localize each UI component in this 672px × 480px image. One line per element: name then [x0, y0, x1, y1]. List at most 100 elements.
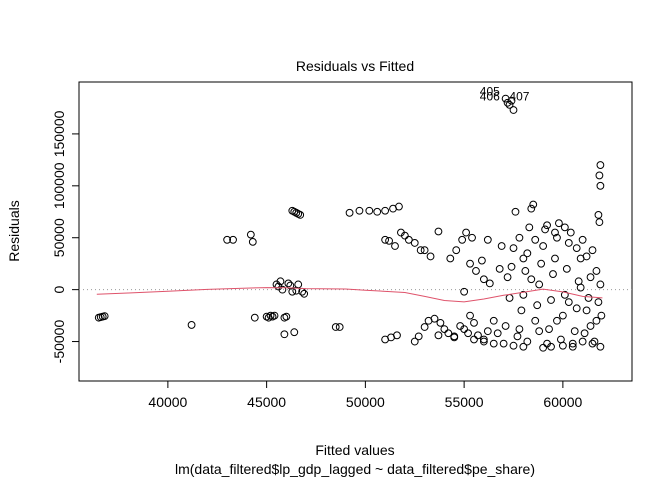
data-point [223, 235, 232, 244]
data-point [535, 327, 544, 336]
data-point [596, 181, 605, 190]
data-point [562, 264, 571, 273]
data-point [503, 273, 512, 282]
data-point [472, 267, 480, 275]
data-point [568, 339, 577, 348]
data-point [505, 100, 514, 109]
data-point [434, 331, 443, 340]
plot-frame [78, 81, 633, 382]
data-point [381, 235, 390, 244]
data-point [462, 228, 471, 237]
data-point [479, 275, 488, 284]
data-point [501, 322, 510, 330]
data-point [582, 252, 591, 261]
data-point [576, 283, 585, 292]
data-point [553, 233, 561, 242]
data-point [539, 242, 548, 250]
data-point [395, 202, 403, 211]
data-point [543, 221, 551, 230]
data-point [426, 252, 435, 261]
data-point [584, 294, 593, 302]
smoother-line [96, 287, 603, 303]
data-point [541, 225, 549, 234]
data-point [580, 329, 589, 338]
data-point [373, 207, 382, 216]
data-point [331, 323, 340, 331]
data-point [596, 280, 605, 289]
data-point [519, 342, 528, 351]
data-point [586, 273, 595, 282]
data-point [489, 339, 498, 348]
axes: 40000 45000 50000 55000 60000 -50000 0 50000 100… [51, 110, 632, 410]
data-point [489, 316, 498, 325]
x-axis-label: Fitted values [315, 442, 394, 458]
data-point [450, 333, 459, 342]
data-point [560, 290, 569, 299]
data-point [594, 210, 603, 219]
data-point [529, 200, 538, 209]
data-point [470, 335, 478, 344]
data-point [547, 342, 555, 351]
data-point [470, 318, 478, 327]
data-point [572, 244, 581, 253]
data-point [280, 330, 289, 339]
data-point [578, 337, 587, 346]
data-point [527, 204, 536, 213]
outlier-label: 405 [480, 84, 500, 98]
data-point [278, 285, 287, 294]
y-axis-label: Residuals [6, 200, 22, 261]
data-point [525, 223, 534, 232]
data-point [564, 298, 573, 306]
data-point [446, 254, 455, 263]
data-point [555, 219, 563, 228]
data-point [495, 264, 504, 273]
data-point [294, 280, 303, 289]
data-point [586, 322, 595, 330]
data-point [515, 325, 524, 333]
data-point [582, 306, 591, 315]
data-point [381, 206, 390, 215]
data-point [296, 210, 305, 219]
data-point [464, 329, 472, 338]
data-point [511, 207, 520, 216]
data-point [444, 329, 453, 338]
data-point [229, 235, 237, 244]
scatter-points [94, 94, 606, 352]
x-tick-label: 50000 [346, 394, 385, 410]
data-point [458, 235, 467, 244]
data-point [276, 277, 285, 286]
data-point [509, 341, 518, 350]
data-point [588, 246, 597, 255]
data-point [416, 246, 425, 255]
data-point [410, 239, 419, 247]
data-point [517, 306, 526, 315]
data-point [479, 337, 488, 346]
data-point [558, 341, 567, 350]
data-point [513, 332, 522, 341]
data-point [345, 208, 354, 217]
data-point [270, 311, 279, 320]
data-point [515, 233, 524, 242]
x-tick-label: 40000 [148, 394, 187, 410]
data-point [385, 236, 393, 245]
data-point [290, 328, 299, 337]
data-point [535, 280, 544, 289]
data-point [460, 287, 469, 296]
data-point [539, 343, 548, 352]
data-point [100, 312, 109, 321]
data-point [250, 313, 259, 322]
data-point [595, 171, 604, 180]
data-point [566, 228, 575, 237]
data-point [460, 325, 469, 333]
x-tick-label: 55000 [445, 394, 484, 410]
data-point [365, 206, 374, 215]
data-point [578, 235, 587, 244]
x-tick-label: 60000 [543, 394, 582, 410]
y-tick-label: 50000 [51, 218, 67, 257]
data-point [558, 311, 567, 320]
data-point [246, 230, 255, 239]
data-point [248, 237, 257, 246]
data-point [523, 249, 532, 258]
